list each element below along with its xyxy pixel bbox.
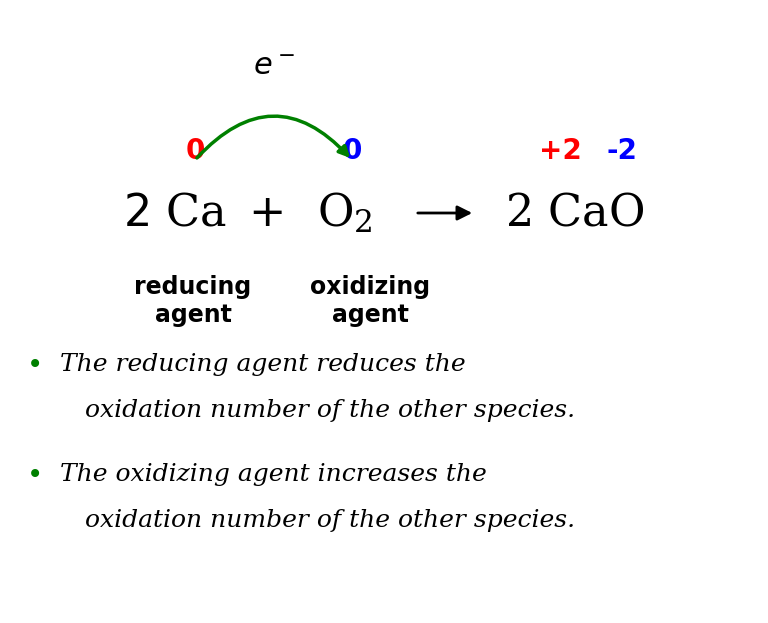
Text: 0: 0 [185,137,205,165]
Text: -2: -2 [607,137,637,165]
Text: $+$: $+$ [248,191,283,235]
FancyArrowPatch shape [197,116,347,158]
Text: $e^-$: $e^-$ [253,51,294,82]
Text: 0: 0 [343,137,362,165]
Text: $\mathit{2}\ \mathregular{Ca}$: $\mathit{2}\ \mathregular{Ca}$ [123,191,227,235]
Text: oxidizing
agent: oxidizing agent [310,275,430,327]
Text: The reducing agent reduces the: The reducing agent reduces the [60,353,465,376]
Text: •: • [27,461,43,489]
Text: +2: +2 [538,137,581,165]
Text: reducing
agent: reducing agent [134,275,252,327]
Text: oxidation number of the other species.: oxidation number of the other species. [85,399,575,422]
Text: $\mathregular{O_2}$: $\mathregular{O_2}$ [317,191,372,235]
Text: oxidation number of the other species.: oxidation number of the other species. [85,510,575,533]
Text: $\mathregular{2\ CaO}$: $\mathregular{2\ CaO}$ [505,191,644,235]
Text: The oxidizing agent increases the: The oxidizing agent increases the [60,464,487,487]
Text: •: • [27,351,43,379]
